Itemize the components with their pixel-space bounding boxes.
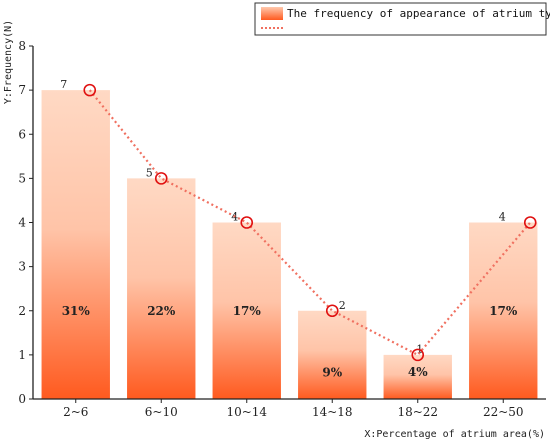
- y-tick-label: 0: [18, 392, 26, 406]
- x-tick-label: 14~18: [312, 405, 353, 419]
- y-axis-title: Y:Frequency(N): [3, 20, 14, 104]
- bars-group: [41, 90, 538, 399]
- bar: [127, 178, 196, 399]
- y-tick-label: 7: [18, 83, 26, 97]
- percent-label: 9%: [322, 366, 342, 380]
- x-ticks-group: 2~6 6~10 10~14 14~18 18~22 22~50: [63, 399, 524, 419]
- line-series-group: [83, 83, 537, 362]
- value-label: 7: [60, 78, 67, 91]
- value-label: 2: [339, 299, 346, 312]
- percent-labels-group: 31% 22% 17% 9% 4% 17%: [62, 304, 518, 380]
- series-marker: [523, 216, 537, 229]
- series-marker: [411, 348, 425, 362]
- y-tick-label: 6: [18, 127, 26, 141]
- x-tick-label: 18~22: [397, 405, 438, 419]
- series-marker: [240, 216, 254, 229]
- y-ticks-group: 0 1 2 3 4 5 6 7 8: [18, 39, 33, 406]
- bar: [41, 90, 110, 399]
- x-tick-label: 6~10: [145, 405, 178, 419]
- bar: [212, 222, 281, 399]
- bar: [469, 222, 538, 399]
- x-tick-label: 10~14: [226, 405, 267, 419]
- y-tick-label: 2: [18, 304, 26, 318]
- x-tick-label: 22~50: [483, 405, 524, 419]
- legend: The frequency of appearance of atrium ty…: [254, 2, 550, 36]
- percent-label: 17%: [489, 304, 518, 318]
- value-label: 4: [499, 211, 506, 224]
- percent-label: 4%: [408, 365, 428, 379]
- legend-box: [254, 2, 547, 36]
- y-tick-label: 4: [18, 216, 26, 230]
- bar: [383, 354, 452, 399]
- legend-swatch-bar: [261, 7, 283, 20]
- y-tick-label: 8: [18, 39, 26, 53]
- percent-label: 17%: [233, 304, 262, 318]
- series-marker: [154, 172, 168, 185]
- x-tick-label: 2~6: [63, 405, 88, 419]
- x-axis-title: X:Percentage of atrium area(%): [364, 429, 545, 440]
- percent-label: 22%: [147, 304, 176, 318]
- bar: [298, 310, 367, 399]
- series-marker: [83, 83, 97, 97]
- series-line: [88, 89, 532, 357]
- y-tick-label: 3: [18, 260, 26, 274]
- series-marker: [325, 304, 339, 318]
- y-tick-label: 5: [18, 171, 26, 185]
- percent-label: 31%: [62, 304, 91, 318]
- legend-entry-bar: The frequency of appearance of atrium ty…: [287, 7, 550, 20]
- value-label: 5: [146, 166, 153, 179]
- y-tick-label: 1: [18, 348, 26, 362]
